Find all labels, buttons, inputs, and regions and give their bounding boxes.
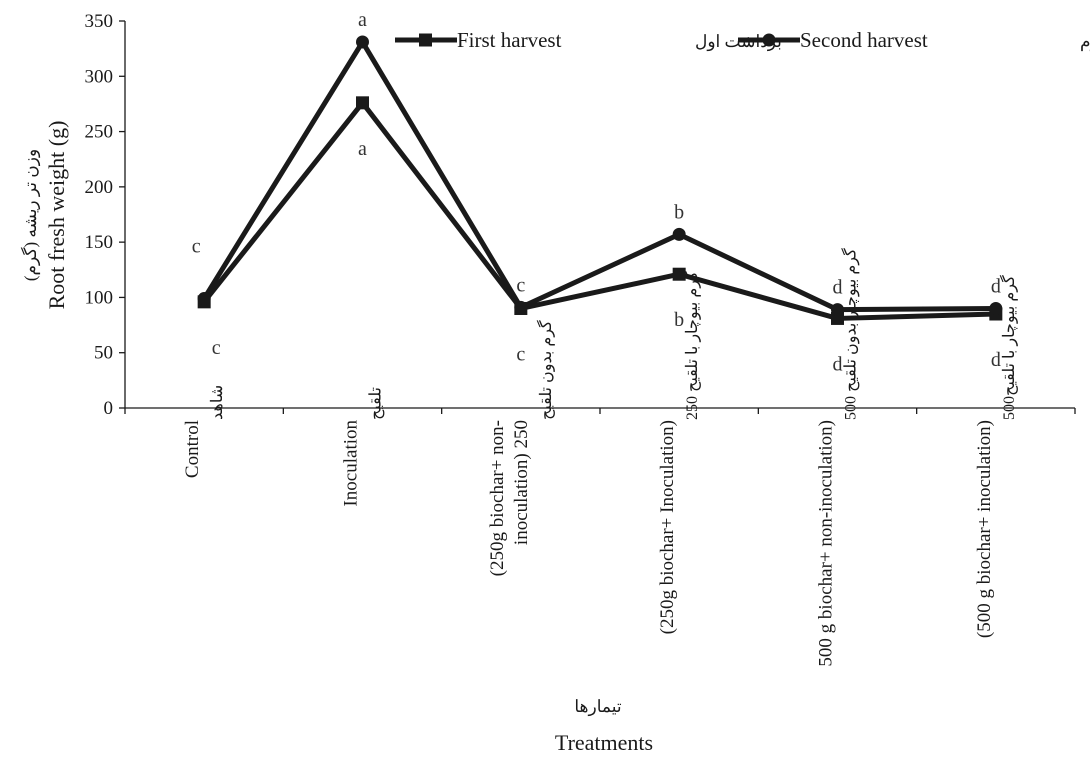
circle-marker	[989, 301, 1003, 315]
y-tick-label: 300	[85, 66, 114, 87]
category-label-en: (250g biochar+ Inoculation)	[657, 420, 678, 634]
category-label-en: inoculation) 250	[511, 420, 532, 545]
category-label-fa: گرم بدون تلقیح	[536, 320, 555, 420]
circle-marker	[514, 300, 528, 314]
significance-letter: a	[358, 9, 367, 31]
x-axis-title-fa: تیمارها	[574, 697, 621, 717]
significance-letter: d	[991, 275, 1001, 297]
category-label-1: Control شاهد	[182, 385, 226, 478]
category-label-4: (250g biochar+ Inoculation)گرم بیوچار با…	[657, 271, 701, 634]
category-label-en: Inoculation	[341, 420, 362, 507]
significance-letter: d	[833, 353, 843, 375]
series-line-1	[202, 100, 996, 321]
category-label-2: Inoculation تلقیح	[341, 387, 385, 507]
category-label-fa: گرم بیوچار با تلقیح500	[999, 275, 1018, 420]
legend-circle-marker	[762, 33, 776, 47]
y-tick-label: 250	[85, 122, 114, 143]
legend-label-2: Second harvest	[800, 28, 928, 52]
legend-label-fa-2: برداشت دوم	[1080, 32, 1090, 52]
y-tick-label: 50	[94, 343, 113, 364]
significance-letter: c	[516, 274, 525, 296]
x-axis-title: Treatments	[555, 730, 653, 755]
y-axis-title: Root fresh weight (g)	[44, 121, 69, 310]
legend-square-marker	[419, 33, 432, 47]
y-tick-label: 0	[104, 398, 114, 419]
square-marker	[356, 96, 369, 110]
category-label-6: (500 g biochar+ inoculation)گرم بیوچار ب…	[974, 275, 1018, 638]
y-tick-label: 350	[85, 11, 114, 32]
series-line-2	[202, 39, 996, 313]
labels: 0 50 100 150 200 250 300 350 Control شاهد Inoculat…	[20, 9, 1018, 755]
circle-marker	[672, 227, 686, 241]
y-tick-label: 200	[85, 177, 114, 198]
significance-letter: d	[991, 349, 1001, 371]
y-axis-title-group: Root fresh weight (g)وزن تر ریشه (گرم)	[20, 121, 69, 310]
category-label-en: (500 g biochar+ inoculation)	[974, 420, 995, 638]
y-tick-label: 100	[85, 287, 114, 308]
axes	[119, 20, 1076, 414]
category-label-fa: گرم بیوچار بدون تلقیح 500	[841, 248, 860, 420]
circle-marker	[197, 292, 211, 306]
category-label-fa: شاهد	[209, 385, 226, 420]
significance-letter: c	[192, 236, 201, 258]
category-label-fa: گرم بیوچار با تلقیح 250	[682, 271, 701, 420]
circle-marker	[356, 35, 369, 49]
square-marker	[672, 267, 686, 281]
series	[197, 35, 1003, 325]
category-label-5: 500 g biochar+ non-inoculation)گرم بیوچا…	[816, 248, 860, 667]
legend-label-1: First harvest	[457, 28, 562, 52]
category-label-en: 500 g biochar+ non-inoculation)	[816, 420, 837, 667]
category-label-en: (250g biochar+ non-	[487, 420, 508, 576]
significance-letter: d	[833, 277, 843, 299]
significance-letter: c	[516, 343, 525, 365]
significance-letter: b	[674, 309, 684, 331]
category-label-en: Control	[182, 420, 203, 478]
significance-letter: b	[674, 201, 684, 223]
category-label-fa: تلقیح	[368, 387, 385, 420]
significance-letter: c	[212, 337, 221, 359]
y-tick-label: 150	[85, 232, 114, 253]
circle-marker	[831, 303, 844, 317]
significance-letter: a	[358, 138, 367, 160]
y-axis-title-fa: وزن تر ریشه (گرم)	[20, 149, 41, 281]
